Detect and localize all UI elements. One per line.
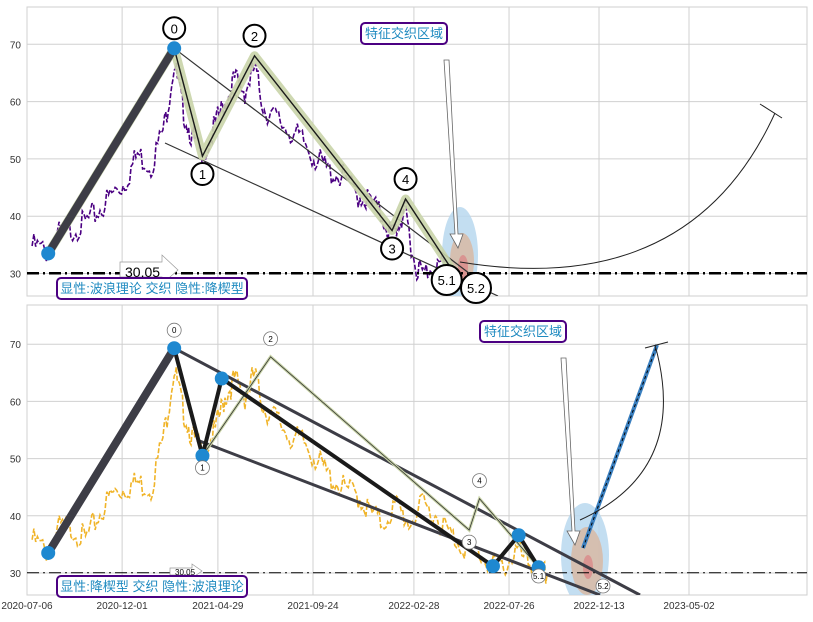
forecast-arc-cap xyxy=(759,103,783,119)
pattern-legend-box xyxy=(56,575,248,598)
y-tick-label: 70 xyxy=(10,340,22,351)
pivot-marker xyxy=(167,41,182,56)
forecast-arc xyxy=(459,112,776,269)
x-tick-label: 2020-12-01 xyxy=(97,601,149,612)
x-tick-label: 2022-12-13 xyxy=(573,601,625,612)
forecast-line-dash xyxy=(582,344,658,549)
wave-label-circle xyxy=(460,272,492,304)
wave-label-circle xyxy=(595,578,611,594)
wave-label: 3 xyxy=(388,242,395,257)
y-tick-label: 70 xyxy=(10,40,22,51)
wave-label-circle xyxy=(195,460,210,476)
zone-title: 特征交织区域 xyxy=(484,324,562,339)
pivot-marker xyxy=(485,559,500,574)
price-series-line xyxy=(31,366,548,584)
y-tick-label: 60 xyxy=(10,98,22,109)
price-series-line xyxy=(31,61,456,289)
wave-label-circle xyxy=(461,534,477,550)
y-tick-label: 30 xyxy=(10,569,22,580)
wave-label: 0 xyxy=(171,21,178,36)
pattern-legend-box xyxy=(56,277,248,300)
x-tick-label: 2020-07-06 xyxy=(1,601,53,612)
wave-label-circle xyxy=(242,23,267,48)
x-tick-label: 2022-02-28 xyxy=(388,601,440,612)
wave-label: 2 xyxy=(268,335,273,344)
wave-label: 1 xyxy=(200,464,205,473)
wave-outline xyxy=(202,356,539,568)
zone-arrow xyxy=(443,59,464,249)
wave-label: 5.1 xyxy=(438,273,456,288)
wave-label-circle xyxy=(190,162,215,187)
wave-label: 1 xyxy=(199,167,206,182)
forecast-arc xyxy=(579,344,664,521)
x-tick-label: 2021-04-29 xyxy=(192,601,244,612)
zone-title-box xyxy=(479,320,567,343)
x-tick-label: 2021-09-24 xyxy=(287,601,339,612)
wave-label: 5.1 xyxy=(533,572,545,581)
y-tick-label: 40 xyxy=(10,512,22,523)
zone-title: 特征交织区域 xyxy=(365,26,443,41)
wedge-upper-line xyxy=(173,346,641,595)
reference-value-label: 30.05 xyxy=(125,264,160,280)
wedge-upper-line xyxy=(173,47,479,281)
wave-label: 2 xyxy=(251,29,258,44)
y-tick-label: 50 xyxy=(10,155,22,166)
forecast-arc-cap xyxy=(644,341,669,349)
wave-label-circle xyxy=(531,568,547,584)
wave-label: 4 xyxy=(477,477,482,486)
plot-frame xyxy=(26,304,808,596)
pivot-marker xyxy=(214,371,229,386)
plot-frame xyxy=(26,6,808,297)
y-tick-label: 40 xyxy=(10,212,22,223)
pivot-marker xyxy=(511,528,526,543)
wave-label: 0 xyxy=(172,326,177,335)
zone-arrow xyxy=(560,357,581,546)
wave-label-circle xyxy=(430,264,463,296)
wave-label-circle xyxy=(166,322,182,338)
pivot-marker xyxy=(41,545,56,560)
y-tick-label: 50 xyxy=(10,455,22,466)
pivot-marker xyxy=(167,341,182,356)
x-tick-label: 2022-07-26 xyxy=(483,601,535,612)
pivot-marker xyxy=(195,448,210,463)
y-tick-label: 30 xyxy=(10,270,22,281)
zone-title-box xyxy=(360,22,448,45)
pivot-marker xyxy=(41,246,56,261)
pattern-legend-text: 显性:降楔型 交织 隐性:波浪理论 xyxy=(60,579,243,594)
wave-label-circle xyxy=(472,473,487,489)
wave-label-circle xyxy=(380,236,405,261)
x-tick-label: 2023-05-02 xyxy=(663,601,715,612)
wave-label-circle xyxy=(162,16,187,41)
impulse-thick-line xyxy=(44,344,179,557)
wave-label: 3 xyxy=(467,538,472,547)
wave-label: 5.2 xyxy=(597,582,609,591)
wave-label-circle xyxy=(263,331,278,347)
y-tick-label: 60 xyxy=(10,397,22,408)
reference-value-label: 30.05 xyxy=(175,568,196,577)
wave-label: 4 xyxy=(402,172,409,187)
panel-top: 30 40 50 60 70 0 1 2 3 4 5.1 5.2 30.05 特征交织区域显性:波浪理论 … xyxy=(10,6,808,304)
impulse-thick-line xyxy=(44,44,179,258)
wave-label: 5.2 xyxy=(467,281,485,296)
pattern-legend-text: 显性:波浪理论 交织 隐性:降楔型 xyxy=(60,281,243,296)
wave-label-circle xyxy=(393,167,418,192)
